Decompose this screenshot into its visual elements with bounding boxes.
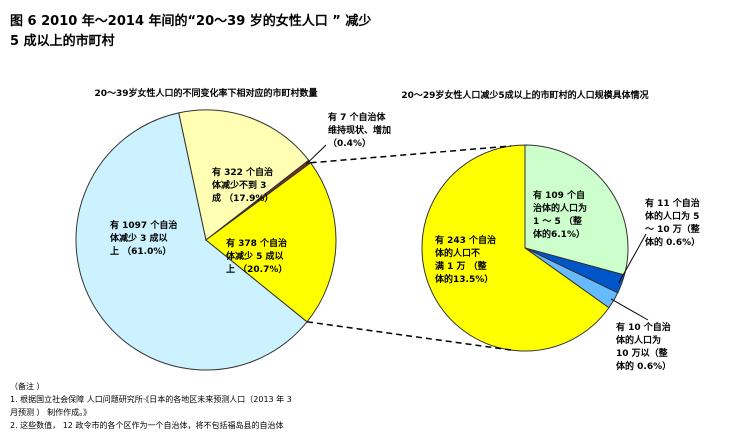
pie-slice	[421, 144, 610, 352]
note-line: 月预测 ） 制作作成。》	[10, 408, 92, 417]
slice-label: 有 109 个自治体的人口为 1 ～ 5 （整体的6.1%）	[533, 189, 587, 240]
pie-title: 20～29岁女性人口减少5成以上的市町村的人口规模具体情况	[401, 89, 648, 101]
slice-label: 有 1097 个自治体减少 3 成以上 （61.0%）	[110, 219, 177, 257]
leader-line	[306, 144, 327, 165]
note-line: 1. 根据国立社会保障 人口问题研究所·《日本的各地区未来预测人口（2013 年…	[10, 395, 292, 404]
leader-line	[618, 233, 647, 284]
pie-title: 20～39岁女性人口的不同变化率下相对应的市町村数量	[94, 87, 317, 99]
pie-slice	[205, 162, 337, 323]
note-line: （备注 ）	[10, 382, 45, 391]
slice-label: 有 243 个自治体的人口不满 1 万 （整体的13.5%）	[435, 234, 496, 285]
chart-title-line2: 5 成以上的市町村	[10, 34, 115, 49]
notes: （备注 ） 1. 根据国立社会保障 人口问题研究所·《日本的各地区未来预测人口（…	[10, 380, 292, 432]
pie-slice	[178, 109, 310, 241]
connector-line	[306, 321, 512, 351]
leader-line	[610, 298, 649, 321]
chart-title-line1: 图 6 2010 年～2014 年间的“20～39 岁的女性人口 ” 减少	[10, 14, 372, 29]
slice-label: 有 10 个自治体的人口为 10 万以（整体的 0.6%）	[616, 321, 671, 372]
note-line: 2. 这些数值， 12 政令市的各个区作为一个自治体，将不包括福岛县的自治体	[10, 421, 284, 430]
slice-label: 有 11 个自治体的人口为 5 ～ 10 万（整体的 0.6%）	[645, 197, 700, 248]
connector-line	[310, 145, 512, 164]
pie-slice	[75, 112, 308, 371]
slice-label: 有 378 个自治体减少 5 成以上 （20.7%）	[226, 237, 287, 275]
slice-label: 有 7 个自治体维持现状、增加（0.4%）	[328, 111, 391, 149]
pie-slice	[524, 144, 629, 276]
